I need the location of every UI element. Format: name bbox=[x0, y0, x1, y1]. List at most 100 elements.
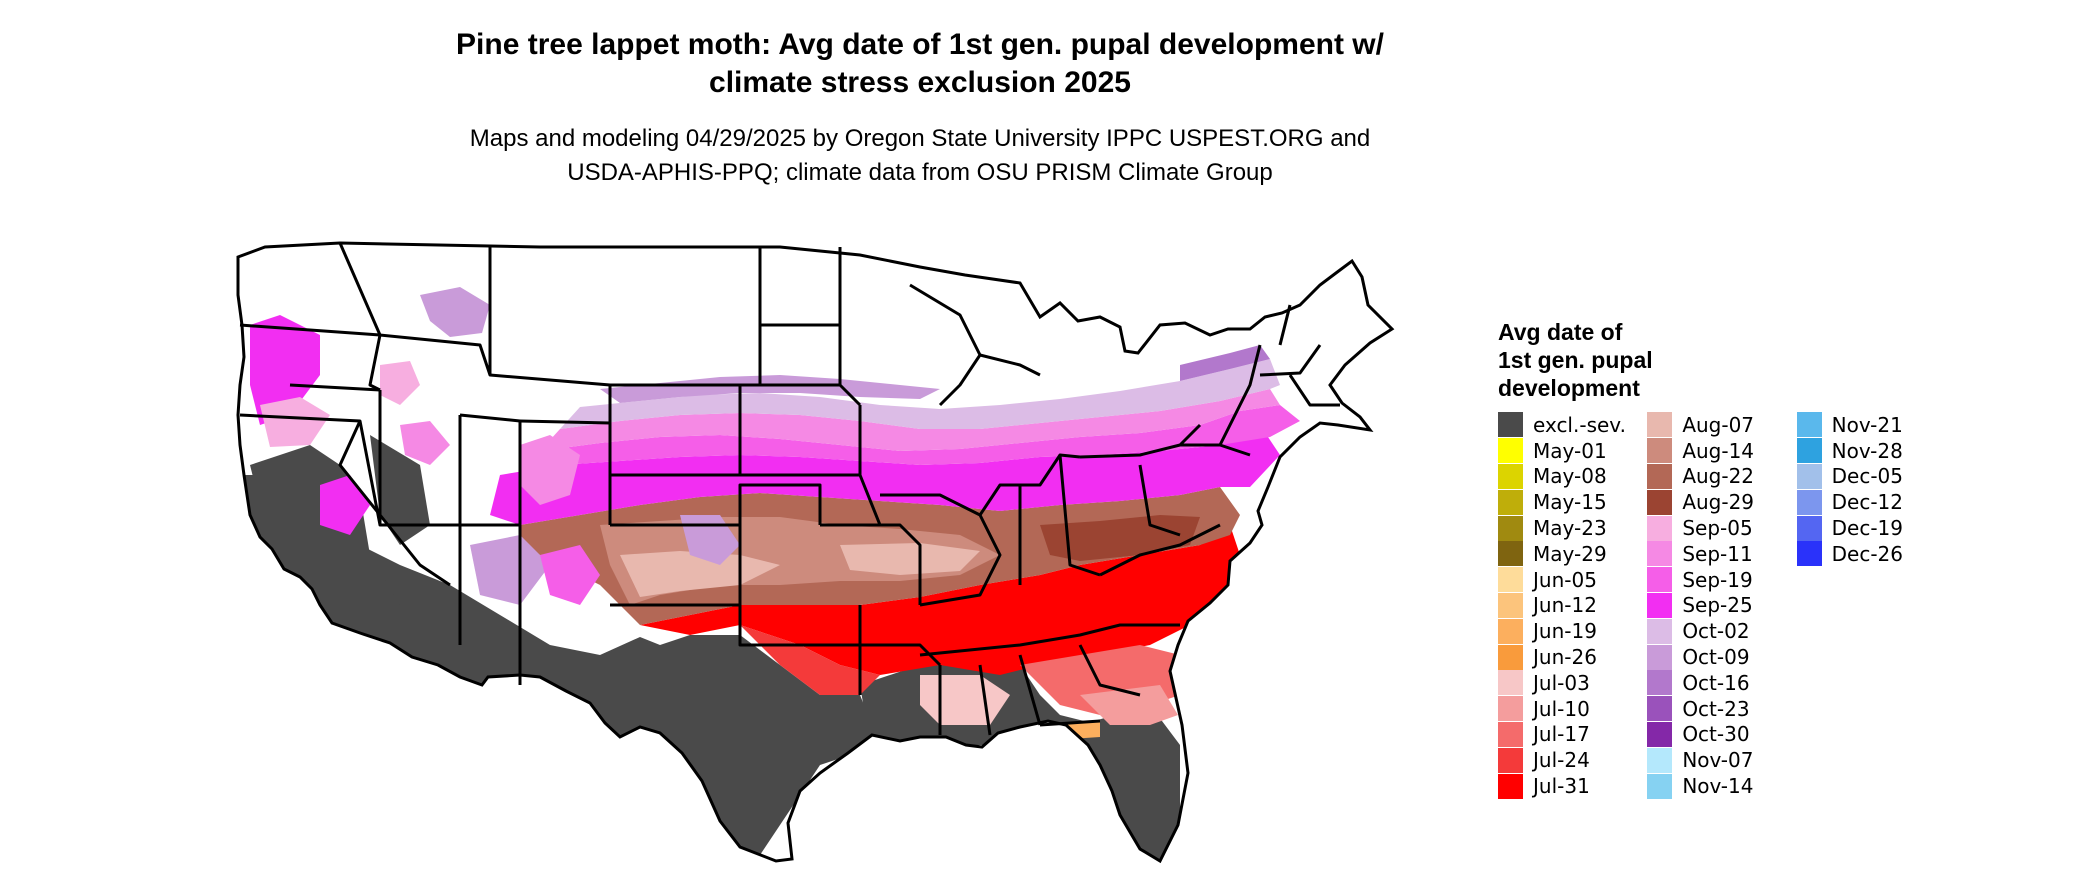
legend-item: Jun-12 bbox=[1498, 592, 1635, 619]
legend-label: May-23 bbox=[1533, 516, 1607, 541]
legend-swatch bbox=[1796, 515, 1822, 541]
legend-label: Dec-12 bbox=[1831, 490, 1903, 515]
legend-title-line-2: 1st gen. pupal bbox=[1498, 347, 1653, 373]
legend-item: Jul-17 bbox=[1498, 721, 1635, 748]
legend-label: Aug-07 bbox=[1682, 412, 1755, 437]
legend-label: Dec-05 bbox=[1831, 464, 1903, 489]
legend-swatch bbox=[1647, 696, 1673, 722]
legend-item: May-23 bbox=[1498, 515, 1635, 541]
legend-label: Jun-12 bbox=[1533, 593, 1597, 618]
map-title: Pine tree lappet moth: Avg date of 1st g… bbox=[270, 26, 1570, 102]
legend-swatch bbox=[1796, 489, 1822, 515]
legend-item: Dec-19 bbox=[1796, 515, 1926, 541]
us-map bbox=[220, 225, 1460, 885]
legend-swatch bbox=[1498, 567, 1523, 593]
legend-label: Jul-17 bbox=[1533, 722, 1590, 747]
legend-swatch bbox=[1647, 747, 1673, 773]
legend-label: May-29 bbox=[1533, 541, 1607, 566]
legend-swatch bbox=[1647, 515, 1673, 541]
legend-swatch bbox=[1647, 592, 1673, 618]
legend-item: Aug-22 bbox=[1647, 463, 1784, 490]
legend-swatch bbox=[1796, 438, 1822, 464]
legend-item: Jul-03 bbox=[1498, 670, 1635, 696]
legend-swatch bbox=[1498, 721, 1523, 747]
legend-item: Sep-11 bbox=[1647, 541, 1784, 567]
legend-label: May-15 bbox=[1533, 490, 1607, 515]
legend-label: Sep-25 bbox=[1682, 593, 1753, 618]
legend-swatch bbox=[1796, 463, 1822, 489]
legend-swatch bbox=[1498, 515, 1523, 541]
legend-item: May-29 bbox=[1498, 541, 1635, 567]
legend-label: Jun-05 bbox=[1533, 567, 1597, 592]
legend-swatch bbox=[1498, 696, 1523, 722]
map-title-line-1: Pine tree lappet moth: Avg date of 1st g… bbox=[456, 28, 1384, 61]
map-subtitle-line-1: Maps and modeling 04/29/2025 by Oregon S… bbox=[469, 125, 1371, 152]
legend-swatch bbox=[1647, 541, 1673, 567]
legend-swatch bbox=[1498, 747, 1523, 773]
legend-label: Jul-31 bbox=[1533, 774, 1590, 799]
legend-item: Oct-02 bbox=[1647, 618, 1784, 644]
legend-swatch bbox=[1647, 618, 1673, 644]
legend-item: Aug-07 bbox=[1647, 412, 1784, 438]
legend-label: Nov-14 bbox=[1682, 774, 1754, 799]
legend-item: May-08 bbox=[1498, 463, 1635, 490]
legend-item: Oct-16 bbox=[1647, 670, 1784, 696]
legend-item: Jun-05 bbox=[1498, 567, 1635, 593]
legend-title-line-3: development bbox=[1498, 375, 1640, 401]
legend-label: Oct-30 bbox=[1682, 722, 1750, 747]
legend-item: Jul-24 bbox=[1498, 747, 1635, 773]
legend-item: Dec-05 bbox=[1796, 463, 1926, 490]
legend-label: Oct-16 bbox=[1682, 670, 1750, 695]
legend-title: Avg date of 1st gen. pupal development bbox=[1498, 318, 1718, 402]
legend-label: Oct-23 bbox=[1682, 696, 1750, 721]
legend-swatch bbox=[1498, 670, 1523, 696]
legend-label: Jul-24 bbox=[1533, 748, 1590, 773]
legend-label: Jun-26 bbox=[1533, 645, 1597, 670]
legend-column-2: Aug-07 Aug-14 Aug-22 Aug-29 Sep-05 Sep-11 Sep-… bbox=[1647, 412, 1784, 799]
legend-swatch bbox=[1647, 721, 1673, 747]
legend-swatch bbox=[1647, 463, 1673, 489]
legend-column-3: Nov-21 Nov-28 Dec-05 Dec-12 Dec-19 Dec-26 bbox=[1796, 412, 1926, 799]
legend-item: May-15 bbox=[1498, 489, 1635, 515]
legend-item: Jun-26 bbox=[1498, 644, 1635, 670]
map-subtitle: Maps and modeling 04/29/2025 by Oregon S… bbox=[270, 122, 1570, 190]
map-subtitle-line-2: USDA-APHIS-PPQ; climate data from OSU PR… bbox=[567, 159, 1273, 186]
legend-item: Oct-09 bbox=[1647, 644, 1784, 670]
legend-item: Nov-07 bbox=[1647, 747, 1784, 773]
legend-label: Aug-22 bbox=[1682, 464, 1755, 489]
legend-label: Dec-26 bbox=[1831, 541, 1903, 566]
legend-item: Oct-23 bbox=[1647, 696, 1784, 722]
legend-swatch bbox=[1796, 541, 1822, 567]
legend-label: Sep-11 bbox=[1682, 541, 1753, 566]
legend-swatch bbox=[1647, 644, 1673, 670]
legend-item: Jul-31 bbox=[1498, 773, 1635, 799]
legend-label: Jun-19 bbox=[1533, 619, 1597, 644]
legend-label: May-01 bbox=[1533, 438, 1607, 463]
legend-swatch bbox=[1796, 412, 1822, 438]
legend-item: Nov-14 bbox=[1647, 773, 1784, 799]
legend-swatch bbox=[1647, 567, 1673, 593]
legend-item: Nov-28 bbox=[1796, 438, 1926, 464]
legend-swatch bbox=[1647, 489, 1673, 515]
legend-label: Aug-29 bbox=[1682, 490, 1755, 515]
legend-label: Oct-02 bbox=[1682, 619, 1750, 644]
legend-item: May-01 bbox=[1498, 438, 1635, 464]
legend-swatch bbox=[1647, 438, 1673, 464]
legend-label: Sep-05 bbox=[1682, 516, 1753, 541]
legend-label: Aug-14 bbox=[1682, 438, 1755, 463]
legend-label: May-08 bbox=[1533, 464, 1607, 489]
legend-swatch bbox=[1647, 412, 1673, 438]
legend-item: excl.-sev. bbox=[1498, 412, 1635, 438]
legend-swatch bbox=[1498, 489, 1523, 515]
legend-item: Nov-21 bbox=[1796, 412, 1926, 438]
legend-item: Aug-14 bbox=[1647, 438, 1784, 464]
legend-item: Sep-05 bbox=[1647, 515, 1784, 541]
legend-swatch bbox=[1498, 644, 1523, 670]
legend-swatch bbox=[1498, 541, 1523, 567]
legend-label: excl.-sev. bbox=[1533, 412, 1626, 437]
legend-label: Jul-10 bbox=[1533, 696, 1590, 721]
map-title-line-2: climate stress exclusion 2025 bbox=[709, 66, 1131, 99]
legend-label: Nov-28 bbox=[1831, 438, 1903, 463]
legend-item: Dec-12 bbox=[1796, 489, 1926, 515]
legend-item: Oct-30 bbox=[1647, 721, 1784, 748]
